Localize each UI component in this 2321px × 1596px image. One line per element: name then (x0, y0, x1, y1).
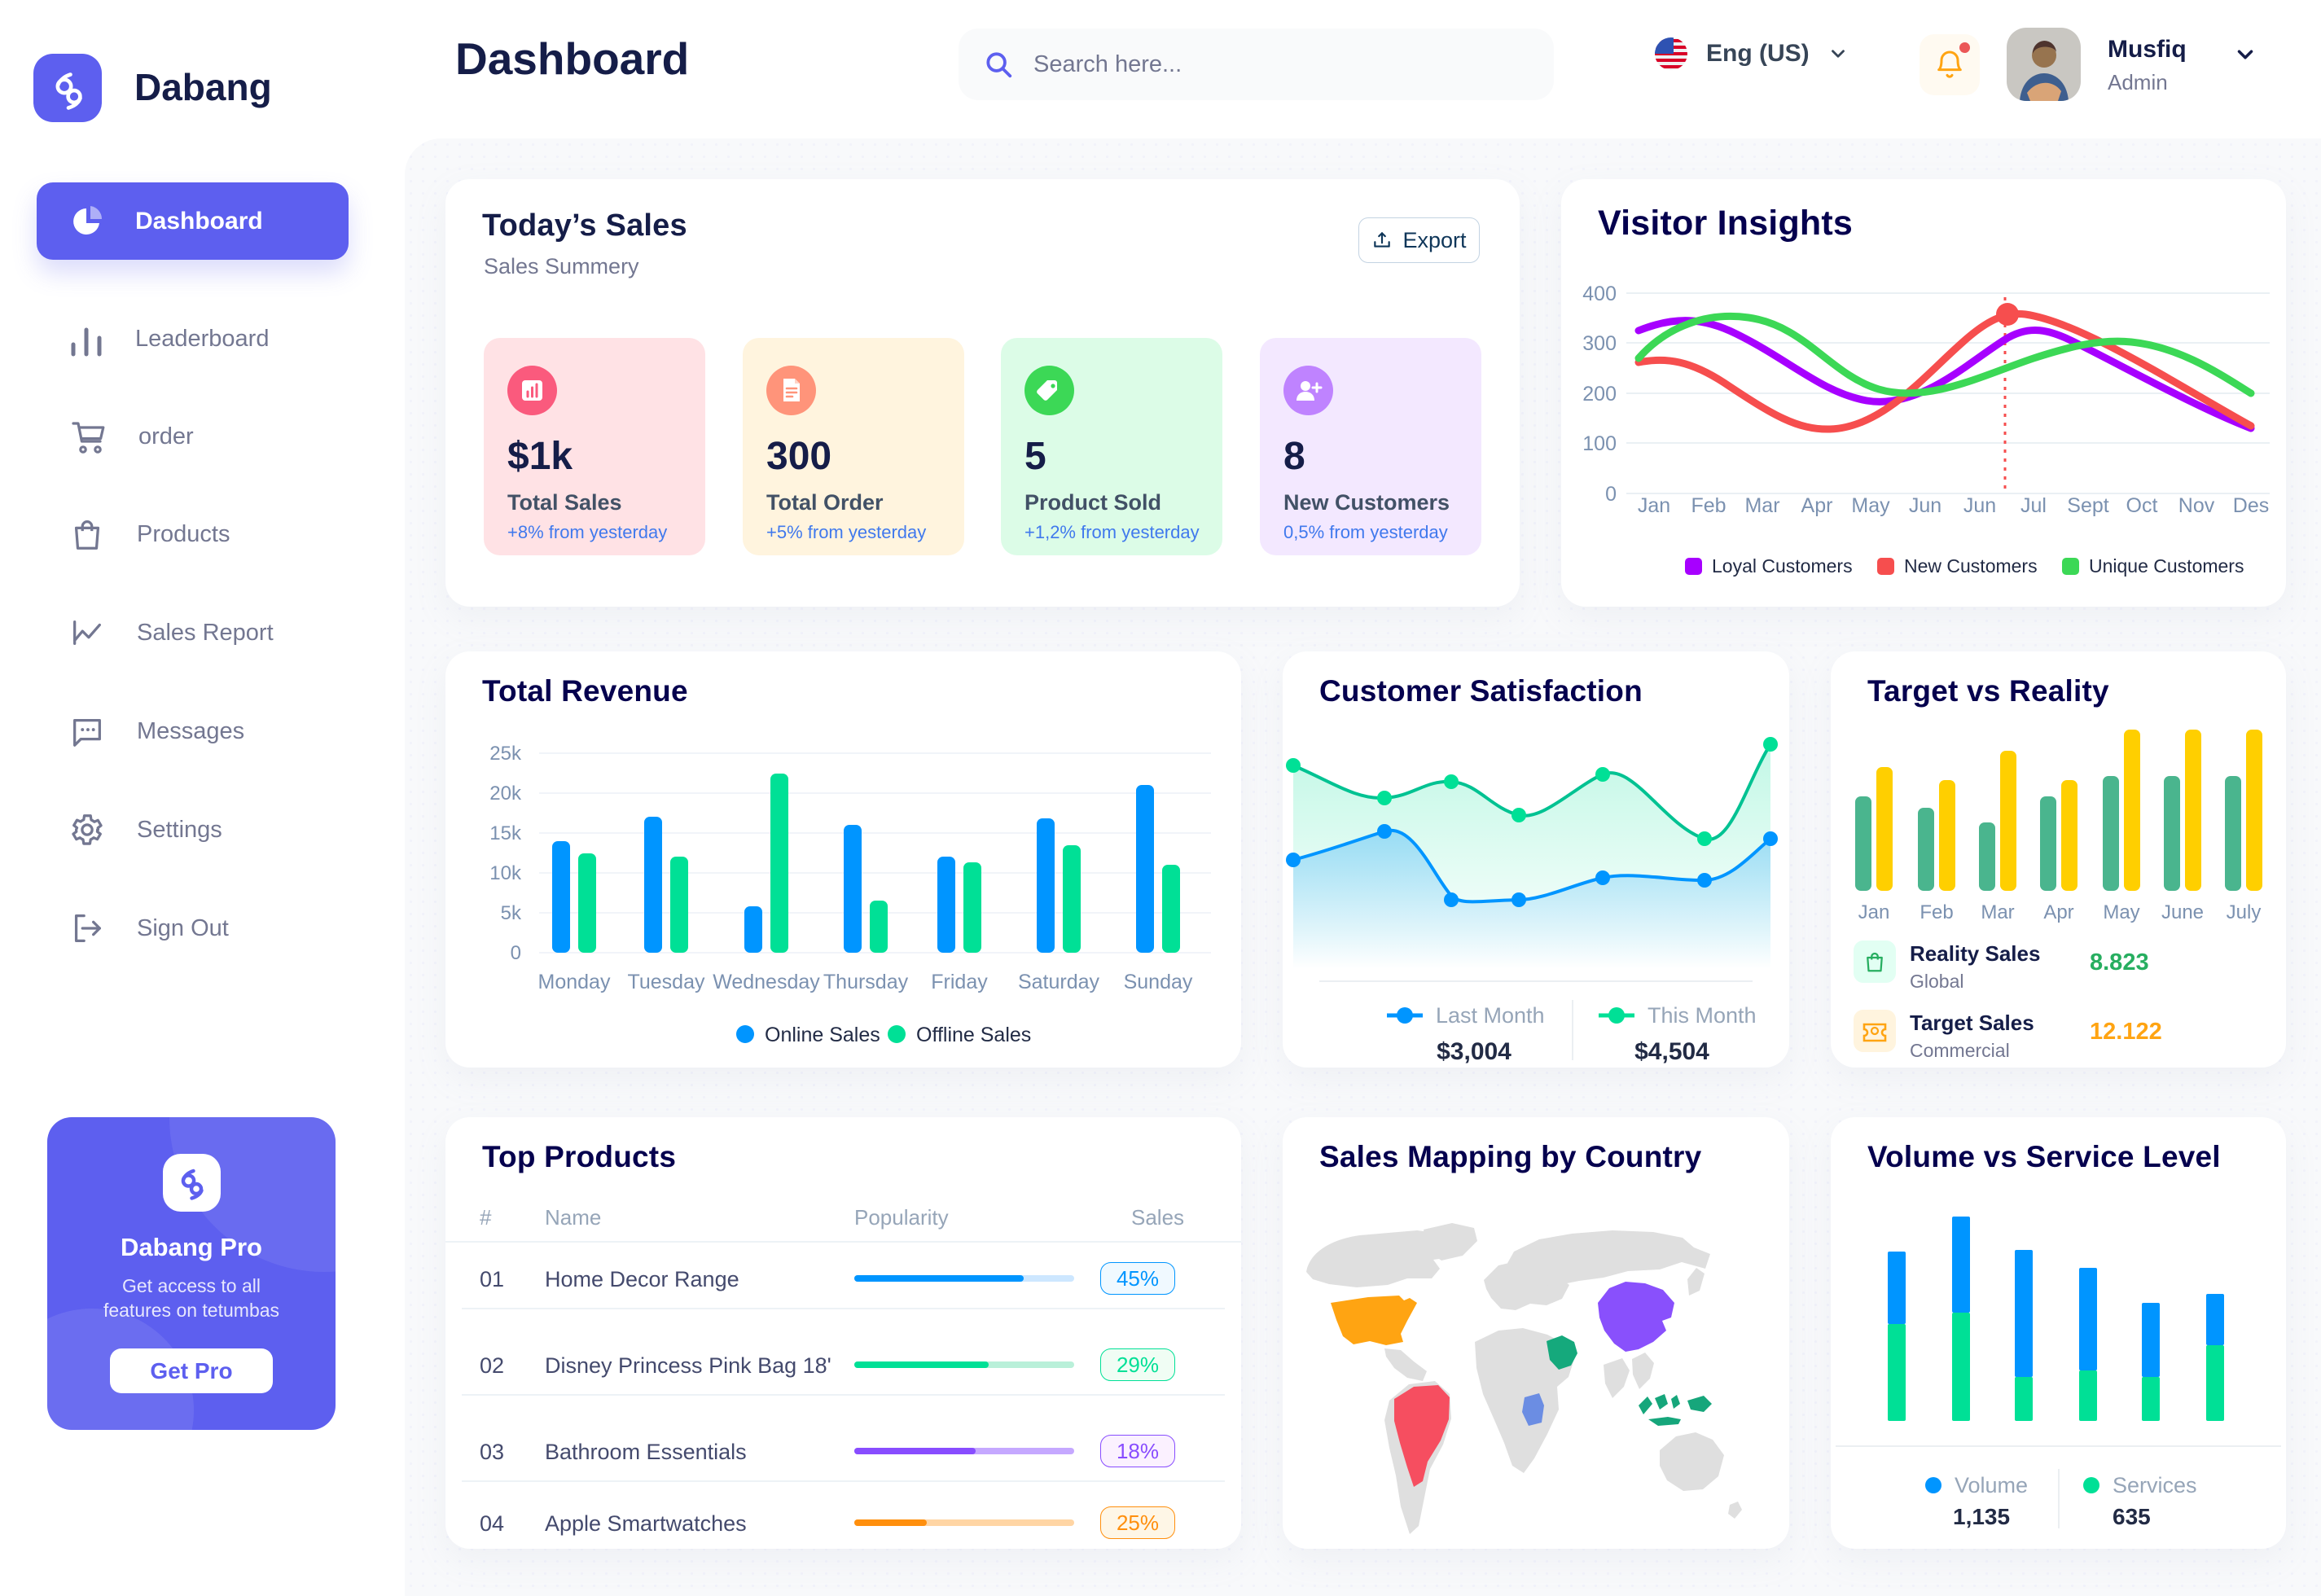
svg-text:15k: 15k (489, 822, 522, 844)
svg-text:400: 400 (1582, 283, 1617, 305)
svg-text:Offline Sales: Offline Sales (916, 1024, 1031, 1046)
svg-text:Des: Des (2233, 494, 2269, 517)
svg-text:Last Month: Last Month (1436, 1003, 1545, 1028)
svg-text:Online Sales: Online Sales (765, 1024, 880, 1046)
svg-text:July: July (2227, 901, 2262, 923)
svg-text:Apr: Apr (1801, 494, 1833, 517)
svg-text:25k: 25k (489, 743, 522, 765)
svg-text:Loyal Customers: Loyal Customers (1712, 555, 1853, 577)
svg-text:Oct: Oct (2126, 494, 2158, 517)
svg-text:Unique Customers: Unique Customers (2089, 555, 2244, 577)
svg-text:1,135: 1,135 (1953, 1504, 2010, 1529)
svg-text:100: 100 (1582, 432, 1617, 455)
svg-text:Apr: Apr (2043, 901, 2073, 923)
svg-text:Feb: Feb (1920, 901, 1953, 923)
svg-text:Volume: Volume (1955, 1473, 2028, 1497)
svg-text:Saturday: Saturday (1018, 971, 1100, 993)
svg-text:300: 300 (1582, 332, 1617, 355)
svg-text:Jun: Jun (1963, 494, 1996, 517)
svg-text:Mar: Mar (1744, 494, 1779, 517)
svg-text:Thursday: Thursday (823, 971, 909, 993)
svg-text:Sept: Sept (2067, 494, 2108, 517)
svg-text:Jun: Jun (1909, 494, 1941, 517)
svg-text:May: May (1851, 494, 1890, 517)
svg-text:May: May (2103, 901, 2139, 923)
svg-text:635: 635 (2113, 1504, 2151, 1529)
svg-text:Sunday: Sunday (1124, 971, 1193, 993)
svg-text:This Month: This Month (1648, 1003, 1757, 1028)
svg-text:Nov: Nov (2178, 494, 2215, 517)
svg-text:0: 0 (511, 942, 521, 964)
svg-text:10k: 10k (489, 862, 522, 884)
svg-text:200: 200 (1582, 383, 1617, 406)
svg-text:Feb: Feb (1691, 494, 1726, 517)
svg-text:Services: Services (2113, 1473, 2197, 1497)
svg-text:Jul: Jul (2020, 494, 2047, 517)
svg-text:5k: 5k (501, 902, 522, 924)
svg-text:Jan: Jan (1858, 901, 1890, 923)
svg-text:Jan: Jan (1638, 494, 1670, 517)
svg-text:$4,504: $4,504 (1634, 1038, 1709, 1065)
svg-text:June: June (2161, 901, 2204, 923)
svg-text:Mar: Mar (1981, 901, 2014, 923)
svg-text:Friday: Friday (931, 971, 988, 993)
svg-text:Wednesday: Wednesday (713, 971, 820, 993)
svg-text:20k: 20k (489, 783, 522, 805)
svg-text:0: 0 (1605, 483, 1617, 506)
svg-text:Monday: Monday (538, 971, 611, 993)
svg-text:New Customers: New Customers (1904, 555, 2038, 577)
svg-text:Tuesday: Tuesday (628, 971, 705, 993)
svg-text:$3,004: $3,004 (1437, 1038, 1512, 1065)
